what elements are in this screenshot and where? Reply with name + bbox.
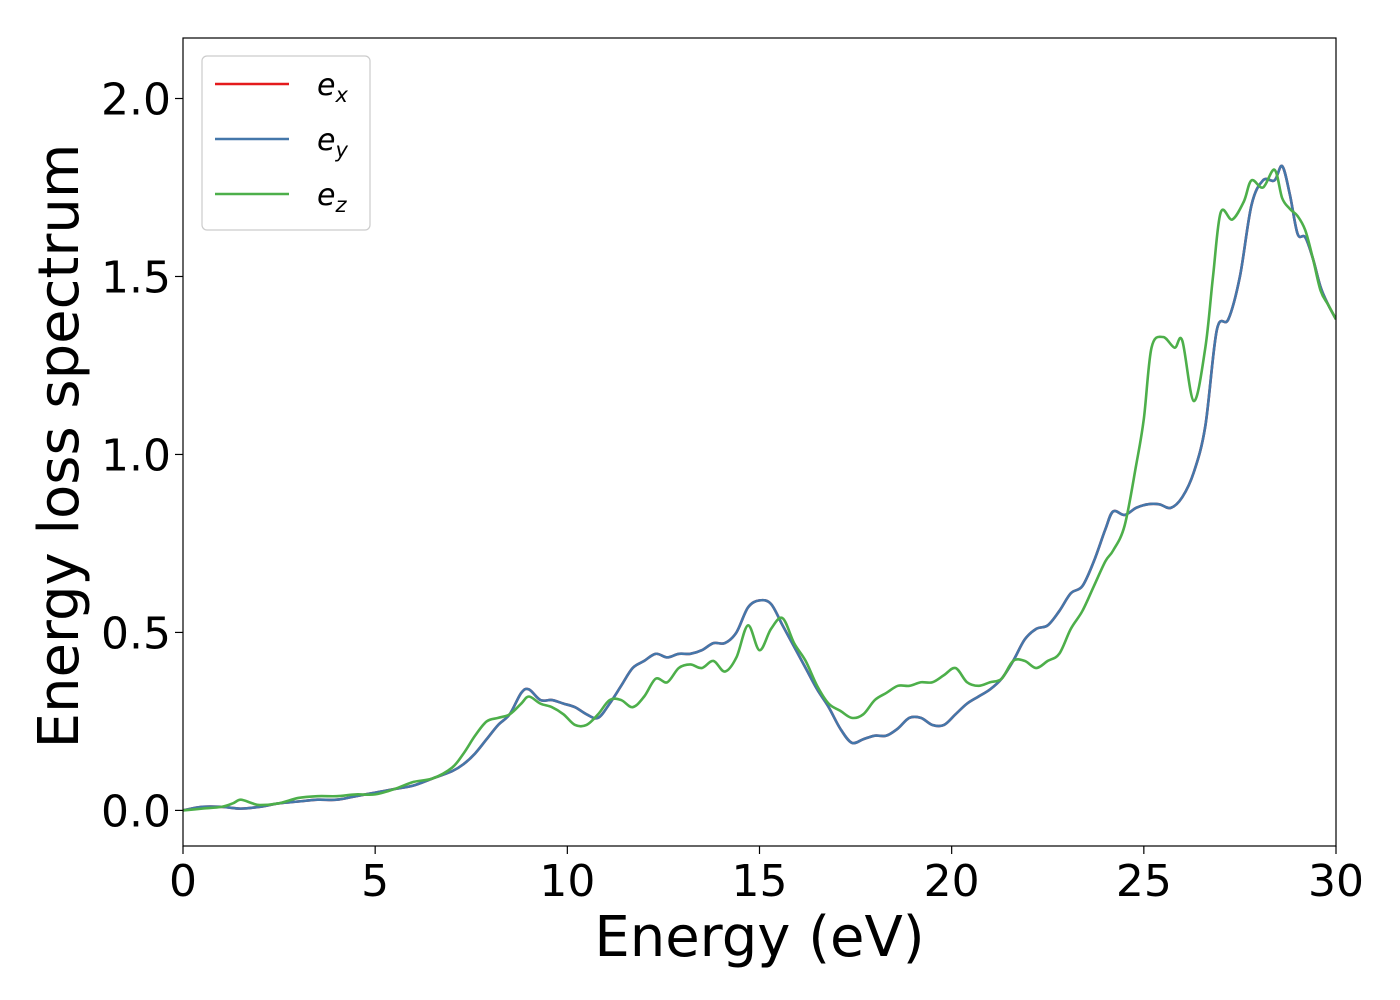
legend-label-base: e: [317, 123, 335, 158]
y-axis-title: Energy loss spectrum: [27, 144, 92, 749]
series-layer: [183, 164, 1336, 812]
x-tick-label: 30: [1308, 856, 1364, 907]
x-tick-label: 25: [1116, 856, 1172, 907]
x-tick-label: 10: [539, 856, 595, 907]
legend-label-z: ez: [317, 178, 347, 217]
legend-label-subscript: y: [334, 138, 348, 162]
ticks-layer: 0 5 10 15 20 25 30 0.0 0.5 1.0 1.5 2.0: [101, 75, 1364, 907]
series-line-y: [183, 164, 1336, 812]
y-tick-label: 1.5: [101, 252, 171, 303]
plot-area: [182, 37, 1337, 847]
legend-label-x: ex: [317, 68, 348, 107]
legend-box: [201, 55, 371, 231]
legend-label-subscript: x: [334, 83, 348, 107]
series-line-z: [183, 168, 1336, 812]
x-axis-title: Energy (eV): [594, 905, 924, 970]
legend-label-y: ey: [317, 123, 348, 162]
legend-label-subscript: z: [334, 193, 347, 217]
x-tick-label: 5: [361, 856, 389, 907]
x-tick-label: 0: [169, 856, 197, 907]
y-tick-label: 0.0: [101, 786, 171, 837]
y-tick-label: 1.0: [101, 430, 171, 481]
x-tick-label: 20: [924, 856, 980, 907]
legend-label-base: e: [317, 68, 335, 103]
legend-label-base: e: [317, 178, 335, 213]
x-tick-label: 15: [732, 856, 788, 907]
y-tick-label: 2.0: [101, 75, 171, 126]
y-tick-label: 0.5: [101, 608, 171, 659]
